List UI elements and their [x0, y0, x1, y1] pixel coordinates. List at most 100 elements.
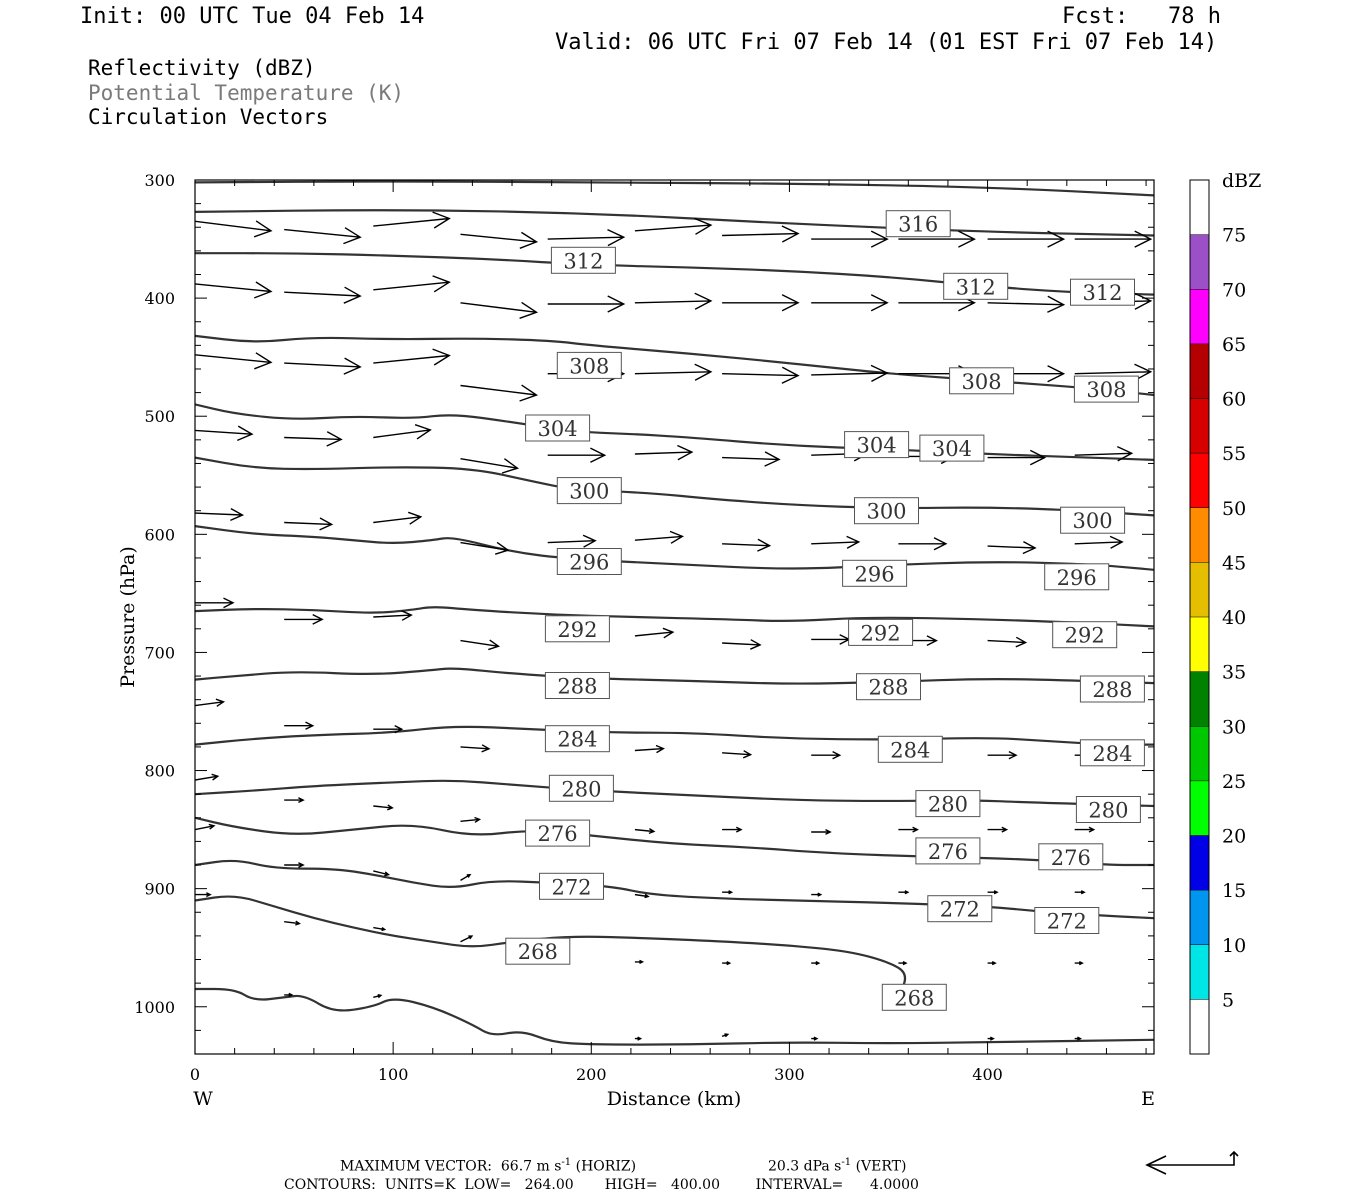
circulation-vector: [987, 750, 1018, 760]
circulation-vector: [373, 348, 451, 366]
colorbar-label: 70: [1222, 279, 1246, 301]
y-axis-title: Pressure (hPa): [117, 546, 139, 688]
circulation-vector: [811, 750, 842, 760]
contour-label-box: [1052, 621, 1118, 649]
contour-line-264: [195, 987, 1154, 1046]
colorbar-segment: [1190, 835, 1209, 891]
circulation-vector: [460, 639, 501, 651]
contour-label-box: [927, 895, 993, 923]
contour-label-box: [1073, 375, 1139, 403]
circulation-vector: [460, 541, 510, 555]
forecast-hour: Fcst: 78 h: [1062, 4, 1221, 29]
contour-line-292: [195, 606, 1154, 628]
contour-label: 272: [940, 898, 980, 922]
circulation-vectors: [195, 211, 1153, 1041]
circulation-vector: [987, 230, 1066, 248]
contour-label: 280: [561, 777, 601, 801]
field-circulation-vectors: Circulation Vectors: [88, 105, 329, 129]
contour-label-box: [525, 819, 591, 847]
contour-label-box: [949, 367, 1015, 395]
circulation-vector: [634, 530, 684, 544]
circulation-vector: [195, 281, 273, 299]
contour-label: 316: [898, 213, 938, 237]
circulation-vector: [898, 537, 948, 551]
circulation-vector: [284, 992, 294, 998]
circulation-vector: [373, 994, 383, 999]
circulation-vector: [634, 744, 665, 754]
y-tick-label: 600: [144, 525, 175, 544]
circulation-vector: [460, 816, 482, 823]
contour-label: 292: [861, 621, 901, 645]
contour-label: 280: [1088, 799, 1128, 823]
contour-label-box: [544, 725, 610, 753]
circulation-vector: [284, 721, 315, 730]
contour-label: 292: [557, 618, 597, 642]
colorbar-segment: [1190, 180, 1209, 235]
contour-label: 292: [1065, 624, 1105, 648]
y-tick-label: 500: [144, 407, 175, 426]
colorbar-segment: [1190, 398, 1209, 454]
contour-label: 296: [569, 551, 609, 575]
circulation-vector: [373, 424, 432, 440]
x-tick-label: 200: [576, 1065, 607, 1084]
colorbar-segment: [1190, 780, 1209, 836]
contour-label-box: [1070, 278, 1135, 306]
contour-label: 268: [518, 940, 558, 964]
circulation-vector: [547, 295, 626, 313]
circulation-vector: [1074, 535, 1124, 549]
circulation-vector: [195, 892, 212, 898]
circulation-vector: [373, 804, 394, 811]
circulation-vector: [634, 292, 713, 310]
contour-label: 284: [1092, 742, 1132, 766]
circulation-vector: [284, 517, 334, 531]
circulation-vector: [460, 301, 539, 319]
contour-label-box: [881, 983, 947, 1011]
colorbar-segment: [1190, 343, 1209, 399]
circulation-vector: [898, 960, 908, 966]
circulation-vector: [634, 444, 694, 461]
contour-label: 288: [868, 676, 908, 700]
contour-line-272: [195, 859, 1154, 920]
circulation-vector: [811, 1036, 819, 1041]
colorbar-label: 45: [1222, 552, 1246, 574]
circulation-vector: [722, 451, 781, 467]
y-tick-label: 900: [144, 880, 175, 899]
contour-line-312: [195, 209, 1154, 237]
contour-label: 276: [1051, 846, 1091, 870]
colorbar-label: 10: [1222, 935, 1246, 957]
circulation-vector: [284, 227, 362, 245]
y-tick-label: 300: [144, 171, 175, 190]
max-vector-vert-note: 20.3 dPa s-1 (VERT): [768, 1158, 906, 1174]
colorbar-segment: [1190, 562, 1209, 618]
contour-label-box: [550, 246, 616, 274]
circulation-vector: [722, 826, 743, 833]
contour-label-box: [1075, 796, 1141, 823]
contour-label-box: [915, 790, 981, 818]
colorbar-label: 75: [1222, 225, 1246, 247]
circulation-vector: [722, 366, 800, 384]
contour-label: 284: [557, 728, 597, 752]
contour-label-box: [854, 497, 919, 525]
circulation-vector: [634, 828, 656, 835]
colorbar-label: 55: [1222, 443, 1246, 465]
contour-label: 312: [1082, 281, 1122, 305]
contour-label: 300: [866, 500, 906, 524]
circulation-vector: [284, 357, 362, 375]
circulation-vector: [547, 228, 626, 247]
circulation-vector: [987, 1036, 995, 1041]
circulation-vector: [634, 363, 713, 381]
circulation-vector: [1074, 445, 1134, 462]
x-tick-label: 400: [972, 1065, 1003, 1084]
contour-label: 312: [956, 275, 996, 299]
axis-ticks: 300 400 500 600 700 800 900 1000 0 100 200 300 400: [134, 171, 1154, 1084]
contour-label-box: [848, 618, 914, 646]
circulation-vector: [195, 597, 235, 609]
contour-label-box: [943, 272, 1009, 300]
colorbar-label: 40: [1222, 607, 1246, 629]
circulation-vector: [373, 610, 413, 621]
contour-label-box: [544, 672, 610, 699]
circulation-vector: [1074, 826, 1096, 833]
circulation-vector: [811, 535, 861, 549]
circulation-vector: [284, 286, 362, 304]
circulation-vector: [722, 639, 762, 650]
